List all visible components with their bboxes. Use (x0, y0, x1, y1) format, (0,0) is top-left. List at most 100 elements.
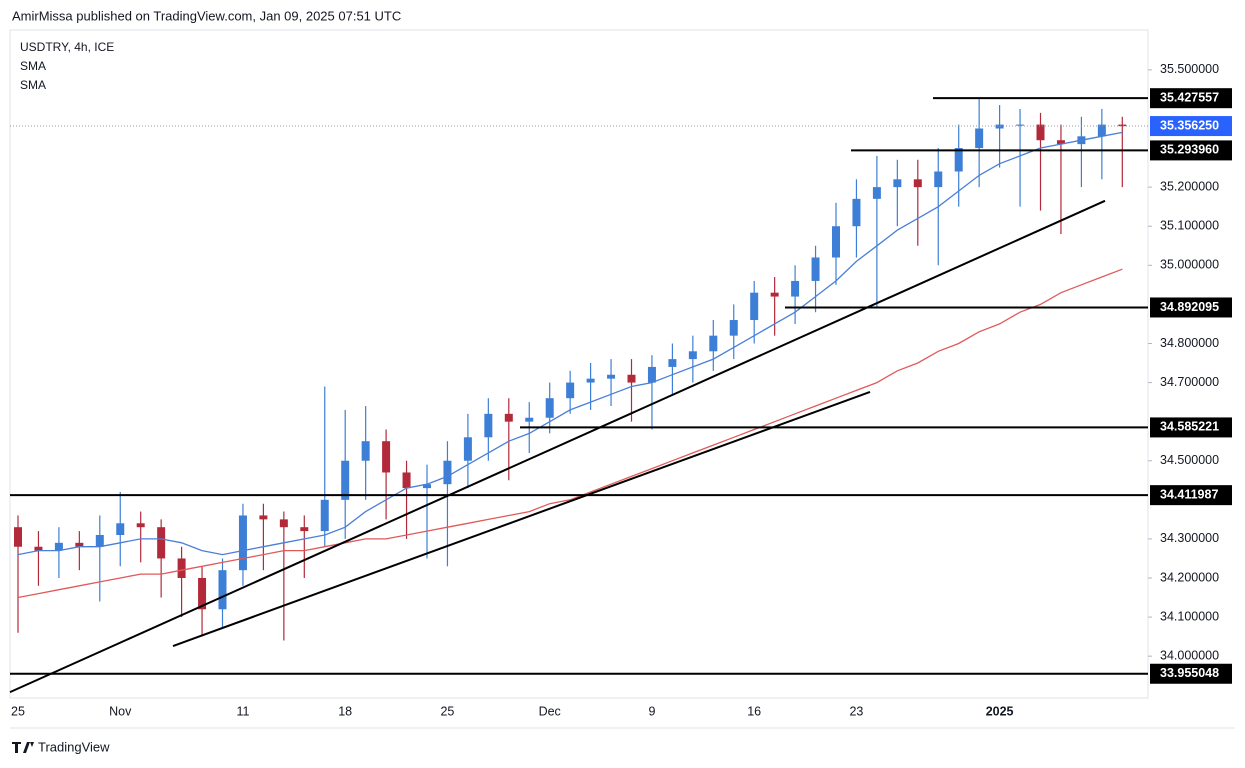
x-tick-label: 9 (648, 704, 655, 718)
x-tick-label: 11 (236, 704, 249, 718)
candle-body (320, 499, 329, 532)
level-label: 33.955048 (1160, 666, 1219, 680)
candle-body (1056, 140, 1065, 145)
candle-body (872, 187, 881, 199)
candle-body (259, 515, 268, 520)
candle-body (300, 527, 309, 532)
x-tick-label: Dec (539, 704, 561, 718)
sma-line (17, 268, 1123, 599)
level-box (1150, 297, 1232, 318)
level-label: 34.892095 (1160, 300, 1219, 314)
level-box (1150, 663, 1232, 684)
candle-body (688, 351, 697, 360)
last-price-label: 35.356250 (1160, 118, 1219, 132)
candle-body (586, 378, 595, 383)
x-tick-label: 16 (747, 704, 761, 718)
candle-body (709, 335, 718, 352)
level-label: 35.427557 (1160, 90, 1219, 104)
candle-body (668, 359, 677, 367)
candle-body (525, 417, 534, 422)
level-box (1150, 88, 1232, 109)
y-tick-label: 34.500000 (1160, 453, 1219, 467)
candle-body (423, 484, 431, 489)
y-tick-label: 34.700000 (1160, 375, 1219, 389)
y-tick-label: 35.500000 (1160, 62, 1219, 76)
candle-body (832, 226, 840, 258)
candle-body (1016, 124, 1025, 126)
candle-body (607, 374, 616, 379)
level-label: 35.293960 (1160, 143, 1219, 157)
candle-body (852, 198, 861, 227)
candle-body (34, 546, 43, 551)
candle-body (14, 527, 22, 547)
candle-body (484, 413, 493, 438)
candle-body (913, 179, 922, 188)
candle-body (954, 148, 963, 172)
x-tick-label: 2025 (986, 704, 1014, 718)
candle-body (750, 292, 759, 321)
candle-body (995, 124, 1004, 129)
candle-body (934, 171, 943, 188)
candle-body (811, 257, 820, 281)
x-tick-label: Nov (109, 704, 132, 718)
candle-body (361, 441, 370, 461)
candle-body (1097, 124, 1106, 137)
y-tick-label: 35.100000 (1160, 219, 1219, 233)
publish-header: AmirMissa published on TradingView.com, … (12, 8, 401, 23)
sma-line (17, 131, 1123, 556)
x-tick-label: 23 (849, 704, 863, 718)
candle-body (75, 542, 84, 547)
candle-body (341, 460, 350, 500)
candle-body (627, 374, 636, 383)
legend-sma: SMA (20, 78, 46, 92)
candle-body (463, 437, 472, 461)
y-tick-label: 34.300000 (1160, 531, 1219, 545)
last-price-box (1150, 116, 1232, 137)
candle-body (238, 515, 247, 571)
x-tick-label: 18 (338, 704, 352, 718)
candle-body (647, 366, 656, 383)
legend-symbol: USDTRY, 4h, ICE (20, 40, 114, 54)
candle-body (382, 441, 391, 473)
candle-body (198, 578, 207, 610)
candle-body (218, 570, 227, 610)
candle-body (1036, 124, 1045, 141)
candle-body (504, 413, 513, 422)
plot (9, 69, 1152, 694)
candle-body (95, 535, 104, 547)
candle-body (1118, 124, 1127, 127)
candle-body (770, 292, 779, 297)
candle-body (177, 558, 186, 579)
y-tick-label: 35.000000 (1160, 258, 1219, 272)
candle-body (566, 382, 575, 399)
plot-frame (9, 29, 1149, 699)
candle-body (443, 460, 452, 485)
tv-logo (12, 742, 34, 753)
level-label: 34.585221 (1160, 420, 1219, 434)
candle-body (893, 179, 902, 188)
footer-brand: TradingView (38, 739, 110, 754)
candle-body (157, 527, 166, 559)
candle-body (54, 542, 63, 551)
level-box (1150, 417, 1232, 438)
trendline (172, 391, 871, 647)
candle-body (791, 280, 800, 297)
candle-body (729, 320, 738, 336)
candle-body (975, 128, 984, 149)
y-tick-label: 34.800000 (1160, 336, 1219, 350)
y-tick-label: 34.100000 (1160, 609, 1219, 623)
y-tick-label: 35.200000 (1160, 179, 1219, 193)
y-tick-label: 34.000000 (1160, 648, 1219, 662)
candle-body (402, 472, 411, 489)
x-tick-label: 25 (11, 704, 25, 718)
legend-sma: SMA (20, 59, 46, 73)
x-tick-label: 25 (440, 704, 454, 718)
level-label: 34.411987 (1160, 487, 1218, 501)
candle-body (279, 519, 288, 528)
level-box (1150, 485, 1232, 506)
trendline (9, 199, 1106, 694)
candle-body (545, 398, 554, 418)
level-box (1150, 140, 1232, 161)
candle-body (136, 523, 145, 528)
